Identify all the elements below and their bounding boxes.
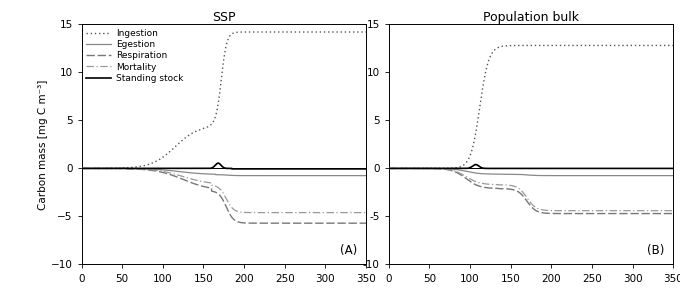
- Ingestion: [317, 30, 325, 34]
- Respiration: [208, 189, 216, 193]
- Egestion: [216, 173, 224, 177]
- Egestion: [208, 172, 216, 176]
- Standing stock: [216, 162, 224, 166]
- Ingestion: [354, 30, 362, 34]
- Line: Mortality: Mortality: [82, 168, 366, 212]
- Respiration: [301, 221, 309, 225]
- Y-axis label: Carbon mass [mg C m⁻³]: Carbon mass [mg C m⁻³]: [38, 79, 48, 209]
- Title: SSP: SSP: [212, 11, 235, 24]
- Ingestion: [78, 167, 86, 170]
- Respiration: [92, 167, 100, 170]
- Respiration: [354, 221, 362, 225]
- Line: Standing stock: Standing stock: [82, 163, 366, 169]
- Mortality: [354, 211, 362, 214]
- Standing stock: [92, 167, 100, 170]
- Mortality: [92, 167, 100, 170]
- Respiration: [216, 194, 224, 197]
- Standing stock: [78, 167, 86, 170]
- Line: Egestion: Egestion: [82, 168, 366, 176]
- Standing stock: [362, 167, 370, 171]
- Standing stock: [354, 167, 362, 171]
- Respiration: [354, 221, 362, 225]
- Ingestion: [354, 30, 362, 34]
- Mortality: [358, 211, 366, 214]
- Standing stock: [228, 167, 236, 171]
- Mortality: [78, 167, 86, 170]
- Standing stock: [302, 167, 310, 171]
- Respiration: [358, 221, 366, 225]
- Egestion: [354, 174, 362, 178]
- Line: Respiration: Respiration: [82, 168, 366, 223]
- Egestion: [354, 174, 362, 178]
- Egestion: [362, 174, 370, 178]
- Text: (B): (B): [647, 244, 664, 257]
- Egestion: [338, 174, 346, 178]
- Title: Population bulk: Population bulk: [483, 11, 579, 24]
- Standing stock: [354, 167, 362, 171]
- Ingestion: [216, 89, 224, 93]
- Mortality: [216, 187, 224, 191]
- Mortality: [301, 211, 309, 214]
- Respiration: [362, 221, 370, 225]
- Mortality: [362, 211, 370, 214]
- Egestion: [78, 167, 86, 170]
- Standing stock: [214, 161, 222, 165]
- Line: Ingestion: Ingestion: [82, 32, 366, 168]
- Standing stock: [208, 166, 216, 170]
- Ingestion: [362, 30, 370, 34]
- Ingestion: [301, 30, 309, 34]
- Ingestion: [92, 167, 100, 170]
- Respiration: [78, 167, 86, 170]
- Ingestion: [208, 121, 216, 125]
- Mortality: [354, 211, 362, 214]
- Mortality: [208, 184, 216, 187]
- Egestion: [92, 167, 100, 170]
- Egestion: [301, 174, 309, 178]
- Text: (A): (A): [340, 244, 358, 257]
- Legend: Ingestion, Egestion, Respiration, Mortality, Standing stock: Ingestion, Egestion, Respiration, Mortal…: [84, 27, 185, 85]
